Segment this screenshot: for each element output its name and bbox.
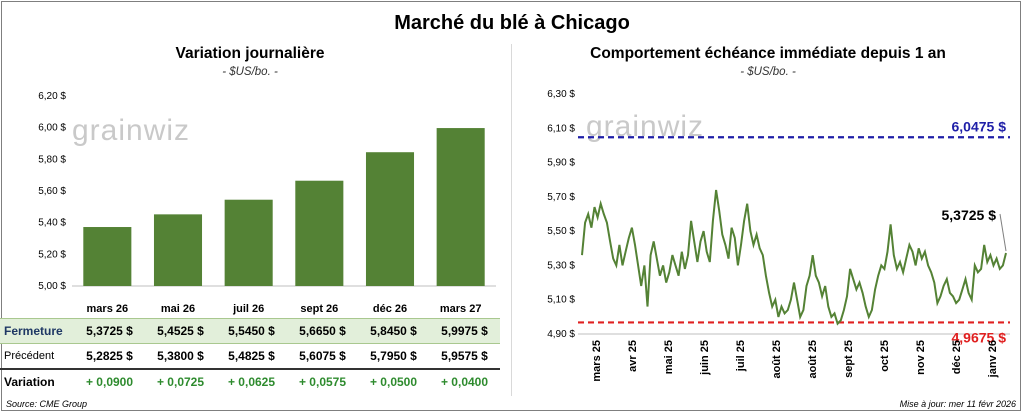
data-table: Fermeture 5,3725 $ 5,4525 $ 5,5450 $ 5,6… xyxy=(0,318,500,394)
table-cell: 5,3800 $ xyxy=(145,343,216,370)
last-value-leader xyxy=(999,213,1007,252)
table-cell: 5,4525 $ xyxy=(145,318,216,344)
min-label: 4,9675 $ xyxy=(952,329,1007,345)
table-cell: 5,8450 $ xyxy=(358,318,429,344)
table-row-fermeture: Fermeture 5,3725 $ 5,4525 $ 5,5450 $ 5,6… xyxy=(0,318,500,344)
x-tick-label: mars 27 xyxy=(440,303,482,315)
x-tick-label: août 25 xyxy=(771,340,783,379)
source-note: Source: CME Group xyxy=(6,399,88,409)
x-tick-label: déc 26 xyxy=(373,303,407,315)
bar xyxy=(436,128,485,286)
x-tick-label: déc 25 xyxy=(951,340,963,374)
last-value-label: 5,3725 $ xyxy=(942,207,997,223)
table-cell: 5,3725 $ xyxy=(74,318,145,344)
x-tick-label: juil 25 xyxy=(735,340,747,372)
y-tick-label: 5,10 $ xyxy=(547,295,575,306)
right-chart-subtitle: - $US/bo. - xyxy=(740,66,796,78)
x-tick-label: août 25 xyxy=(807,340,819,379)
y-tick-label: 6,00 $ xyxy=(38,123,66,134)
table-cell: 5,6075 $ xyxy=(287,343,358,370)
row-label: Fermeture xyxy=(0,318,74,344)
y-tick-label: 5,80 $ xyxy=(38,154,66,165)
update-note: Mise à jour: mer 11 févr 2026 xyxy=(899,399,1016,409)
table-cell: + 0,0725 xyxy=(156,375,205,389)
x-tick-label: mars 26 xyxy=(87,303,129,315)
table-cell: 5,6650 $ xyxy=(287,318,358,344)
max-label: 6,0475 $ xyxy=(952,118,1007,134)
x-tick-label: avr 25 xyxy=(627,340,639,372)
main-title: Marché du blé à Chicago xyxy=(394,12,630,34)
x-tick-label: mars 25 xyxy=(591,340,603,382)
x-tick-label: sept 26 xyxy=(300,303,338,315)
left-chart-title: Variation journalière xyxy=(175,45,325,62)
y-tick-label: 6,20 $ xyxy=(38,91,66,102)
y-tick-label: 5,70 $ xyxy=(547,192,575,203)
bar xyxy=(83,227,132,286)
table-cell: 5,7950 $ xyxy=(358,343,429,370)
bar xyxy=(224,199,273,286)
table-row-variation: Variation + 0,0900 + 0,0725 + 0,0625 + 0… xyxy=(0,369,500,394)
x-tick-label: mai 26 xyxy=(161,303,195,315)
left-chart-subtitle: - $US/bo. - xyxy=(222,66,278,78)
x-tick-label: janv 26 xyxy=(987,340,999,378)
y-tick-label: 6,30 $ xyxy=(547,89,575,100)
y-tick-label: 5,30 $ xyxy=(547,260,575,271)
bar xyxy=(365,152,415,286)
right-chart-title: Comportement échéance immédiate depuis 1… xyxy=(590,45,946,62)
y-tick-label: 5,90 $ xyxy=(547,158,575,169)
y-tick-label: 6,10 $ xyxy=(547,123,575,134)
x-tick-label: oct 25 xyxy=(879,340,891,372)
y-tick-label: 5,60 $ xyxy=(38,186,66,197)
x-tick-label: juin 25 xyxy=(699,340,711,376)
panel-divider xyxy=(511,44,512,396)
row-label: Variation xyxy=(4,375,55,389)
row-label: Précédent xyxy=(0,343,74,370)
table-cell: 5,9575 $ xyxy=(429,343,500,370)
left-watermark: grainwiz xyxy=(72,114,191,147)
table-cell: + 0,0625 xyxy=(227,375,276,389)
table-cell: 5,2825 $ xyxy=(74,343,145,370)
line-chart: 4,90 $ 5,10 $ 5,30 $ 5,50 $ 5,70 $ 5,90 $ 6,10… xyxy=(547,89,1010,382)
table-cell: + 0,0900 xyxy=(85,375,134,389)
x-tick-label: juil 26 xyxy=(232,303,264,315)
table-row-precedent: Précédent 5,2825 $ 5,3800 $ 5,4825 $ 5,6… xyxy=(0,343,500,370)
y-tick-label: 5,40 $ xyxy=(38,218,66,229)
table-cell: + 0,0400 xyxy=(440,375,489,389)
table-cell: 5,5450 $ xyxy=(216,318,287,344)
x-tick-label: sept 25 xyxy=(843,340,855,378)
x-tick-label: nov 25 xyxy=(915,340,927,375)
y-tick-label: 5,20 $ xyxy=(38,249,66,260)
table-cell: 5,9975 $ xyxy=(429,318,500,344)
table-cell: 5,4825 $ xyxy=(216,343,287,370)
bar xyxy=(153,214,203,286)
price-line xyxy=(581,189,1007,326)
y-tick-label: 4,90 $ xyxy=(547,329,575,340)
table-cell: + 0,0500 xyxy=(369,375,418,389)
bar xyxy=(295,180,344,286)
y-tick-label: 5,50 $ xyxy=(547,226,575,237)
y-tick-label: 5,00 $ xyxy=(38,281,66,292)
x-tick-label: mai 25 xyxy=(663,340,675,374)
bar-chart: 5,00 $ 5,20 $ 5,40 $ 5,60 $ 5,80 $ 6,00 $ 6,20… xyxy=(38,91,496,315)
table-cell: + 0,0575 xyxy=(298,375,347,389)
